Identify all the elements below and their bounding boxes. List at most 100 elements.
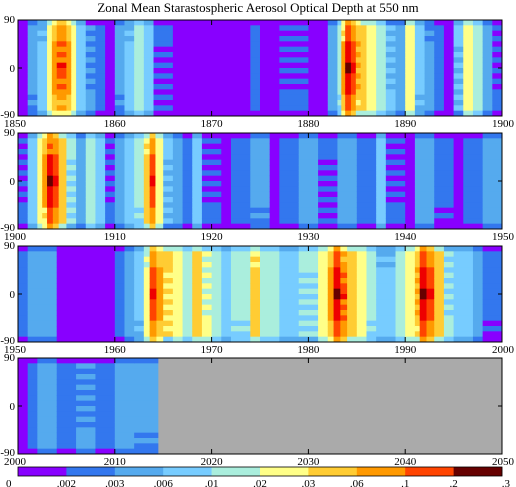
- heatmap-cell: [149, 310, 157, 316]
- heatmap-cell: [85, 213, 96, 219]
- heatmap-cell: [37, 41, 48, 48]
- heatmap-cell: [482, 36, 493, 42]
- heatmap-cell: [453, 202, 464, 209]
- heatmap-cell: [405, 272, 416, 279]
- heatmap-cell: [95, 384, 116, 391]
- heatmap-cell: [298, 331, 319, 338]
- heatmap-cell: [172, 84, 251, 90]
- heatmap-cell: [105, 197, 116, 203]
- heatmap-cell: [366, 89, 377, 96]
- heatmap-cell: [134, 30, 145, 37]
- heatmap-cell: [153, 25, 174, 32]
- heatmap-cell: [155, 207, 164, 214]
- heatmap-cell: [366, 320, 377, 327]
- heatmap-cell: [172, 267, 183, 274]
- heatmap-cell: [95, 411, 116, 418]
- heatmap-cell: [71, 73, 77, 80]
- heatmap-cell: [27, 427, 38, 434]
- heatmap-cell: [172, 143, 183, 150]
- heatmap-cell: [337, 159, 358, 166]
- heatmap-cell: [52, 143, 60, 150]
- heatmap-cell: [18, 299, 29, 306]
- heatmap-cell: [350, 36, 357, 42]
- heatmap-cell: [37, 202, 43, 209]
- heatmap-cell: [192, 326, 203, 332]
- heatmap-cell: [18, 138, 29, 145]
- heatmap-cell: [85, 197, 96, 203]
- heatmap-cell: [85, 165, 96, 171]
- heatmap-cell: [376, 202, 387, 209]
- heatmap-cell: [201, 154, 222, 161]
- heatmap-cell: [350, 94, 357, 101]
- heatmap-cell: [105, 175, 116, 182]
- heatmap-cell: [360, 94, 367, 101]
- heatmap-cell: [463, 110, 474, 117]
- heatmap-cell: [434, 181, 454, 187]
- heatmap-cell: [308, 89, 329, 96]
- heatmap-cell: [279, 89, 309, 96]
- heatmap-cell: [56, 89, 67, 96]
- heatmap-cell: [192, 170, 203, 177]
- heatmap-cell: [105, 73, 116, 80]
- heatmap-cell: [76, 197, 87, 203]
- heatmap-cell: [149, 213, 156, 219]
- heatmap-cell: [42, 159, 48, 166]
- heatmap-cell: [482, 143, 503, 150]
- heatmap-cell: [443, 30, 454, 37]
- heatmap-cell: [414, 110, 425, 117]
- heatmap-cell: [18, 390, 29, 396]
- heatmap-cell: [318, 133, 338, 139]
- heatmap-cell: [76, 368, 96, 375]
- heatmap-cell: [58, 218, 67, 225]
- heatmap-cell: [66, 181, 77, 187]
- heatmap-cell: [56, 52, 67, 58]
- heatmap-cell: [37, 207, 43, 214]
- heatmap-cell: [37, 94, 48, 101]
- heatmap-cell: [85, 133, 96, 139]
- heatmap-cell: [230, 138, 251, 145]
- heatmap-cell: [385, 84, 396, 90]
- heatmap-cell: [114, 105, 125, 112]
- heatmap-cell: [56, 36, 67, 42]
- heatmap-cell: [376, 283, 396, 290]
- heatmap-cell: [114, 326, 125, 332]
- heatmap-cell: [95, 159, 106, 166]
- heatmap-cell: [56, 78, 67, 85]
- heatmap-cell: [279, 315, 300, 322]
- heatmap-cell: [424, 46, 435, 53]
- heatmap-cell: [76, 110, 87, 117]
- heatmap-cell: [85, 100, 96, 106]
- heatmap-cell: [114, 165, 125, 171]
- heatmap-cell: [260, 46, 280, 53]
- heatmap-cell: [124, 331, 135, 338]
- heatmap-cell: [395, 288, 406, 295]
- heatmap-cell: [182, 267, 193, 274]
- heatmap-cell: [340, 315, 348, 322]
- heatmap-cell: [347, 331, 358, 338]
- heatmap-cell: [52, 181, 60, 187]
- heatmap-cell: [333, 256, 341, 263]
- heatmap-cell: [376, 320, 396, 327]
- heatmap-cell: [405, 331, 416, 338]
- heatmap-cell: [105, 78, 116, 85]
- heatmap-cell: [347, 267, 358, 274]
- heatmap-cell: [56, 422, 77, 428]
- heatmap-cell: [347, 299, 358, 306]
- heatmap-cell: [298, 278, 319, 284]
- heatmap-cell: [298, 202, 319, 209]
- heatmap-cell: [345, 20, 352, 26]
- heatmap-cell: [250, 213, 271, 219]
- heatmap-cell: [51, 52, 58, 58]
- heatmap-cell: [42, 223, 48, 230]
- heatmap-cell: [56, 41, 67, 48]
- heatmap-cell: [76, 133, 87, 139]
- heatmap-cell: [482, 283, 503, 290]
- heatmap-cell: [27, 207, 38, 214]
- heatmap-cell: [366, 262, 377, 268]
- heatmap-cell: [434, 20, 445, 26]
- heatmap-cell: [37, 138, 43, 145]
- heatmap-cell: [327, 299, 334, 306]
- heatmap-cell: [333, 278, 341, 284]
- heatmap-cell: [71, 25, 77, 32]
